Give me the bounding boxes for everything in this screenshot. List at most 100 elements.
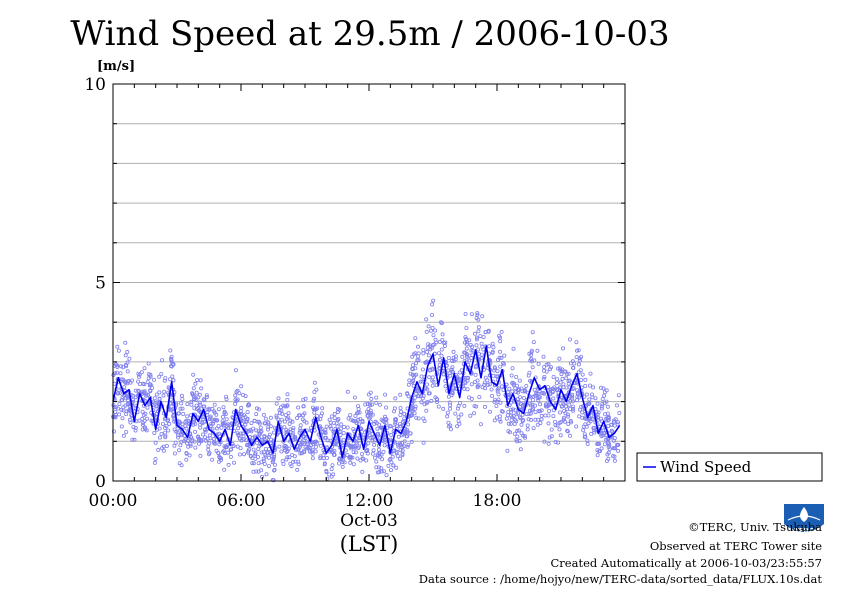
data-point: [592, 428, 597, 433]
data-point: [357, 441, 362, 446]
data-point: [274, 413, 279, 418]
data-point: [562, 369, 567, 374]
data-point: [136, 374, 141, 379]
data-point: [478, 334, 483, 339]
data-point: [305, 441, 310, 446]
data-point: [410, 412, 415, 417]
data-point: [341, 430, 346, 435]
data-point: [146, 392, 151, 397]
data-point: [154, 392, 159, 397]
data-point: [518, 447, 523, 452]
data-point: [565, 412, 570, 417]
data-point: [466, 375, 471, 380]
data-point: [354, 436, 359, 441]
data-point: [519, 422, 524, 427]
data-point: [413, 366, 418, 371]
data-point: [606, 450, 611, 455]
data-point: [141, 421, 146, 426]
data-point: [571, 365, 576, 370]
data-point: [480, 385, 485, 390]
data-point: [172, 443, 177, 448]
x-tick-label: 00:00: [89, 491, 138, 511]
data-point: [450, 369, 455, 374]
data-point: [301, 404, 306, 409]
data-point: [509, 373, 514, 378]
data-point: [408, 371, 413, 376]
data-point: [443, 340, 448, 345]
data-point: [506, 409, 511, 414]
data-point: [430, 325, 435, 330]
data-point: [379, 469, 384, 474]
data-point: [211, 436, 216, 441]
data-point: [414, 415, 419, 420]
data-point: [405, 444, 410, 449]
data-point: [590, 417, 595, 422]
data-point: [338, 433, 343, 438]
data-point: [241, 392, 246, 397]
data-point: [252, 418, 257, 423]
data-point: [579, 354, 584, 359]
data-point: [361, 456, 366, 461]
data-point: [299, 450, 304, 455]
data-point: [390, 454, 395, 459]
data-point: [193, 381, 198, 386]
data-point: [330, 463, 335, 468]
data-point: [556, 440, 561, 445]
data-point: [439, 353, 444, 358]
data-point: [474, 404, 479, 409]
data-point: [375, 426, 380, 431]
data-point: [462, 403, 467, 408]
data-point: [415, 344, 420, 349]
data-point: [474, 335, 479, 340]
data-point: [192, 439, 197, 444]
data-point: [371, 448, 376, 453]
data-point: [515, 428, 520, 433]
data-point: [146, 376, 151, 381]
data-point: [123, 340, 128, 345]
data-point: [476, 329, 481, 334]
data-point: [329, 414, 334, 419]
data-point: [602, 401, 607, 406]
data-point: [429, 398, 434, 403]
data-point: [400, 448, 405, 453]
data-point: [125, 369, 130, 374]
data-point: [496, 392, 501, 397]
data-point: [277, 444, 282, 449]
data-point: [557, 356, 562, 361]
data-point: [557, 420, 562, 425]
data-point: [298, 428, 303, 433]
data-point: [405, 391, 410, 396]
data-point: [510, 389, 515, 394]
data-point: [119, 407, 124, 412]
data-point: [508, 407, 513, 412]
legend-entry-wind-speed: Wind Speed: [660, 458, 752, 476]
data-point: [366, 441, 371, 446]
data-point: [481, 335, 486, 340]
data-point: [558, 410, 563, 415]
data-point: [335, 406, 340, 411]
data-point: [463, 311, 468, 316]
data-point: [482, 380, 487, 385]
data-point: [314, 387, 319, 392]
data-point: [145, 380, 150, 385]
data-point: [425, 399, 430, 404]
data-point: [285, 397, 290, 402]
data-point: [374, 400, 379, 405]
data-point: [457, 370, 462, 375]
data-point: [279, 417, 284, 422]
data-point: [178, 406, 183, 411]
data-point: [133, 425, 138, 430]
data-point: [558, 380, 563, 385]
data-point: [546, 413, 551, 418]
data-point: [298, 423, 303, 428]
data-point: [419, 374, 424, 379]
data-point: [388, 468, 393, 473]
data-point: [472, 331, 477, 336]
data-point: [554, 381, 559, 386]
data-point: [351, 450, 356, 455]
data-point: [524, 383, 529, 388]
data-point: [146, 361, 151, 366]
data-point: [191, 372, 196, 377]
data-point: [551, 414, 556, 419]
data-point: [301, 434, 306, 439]
